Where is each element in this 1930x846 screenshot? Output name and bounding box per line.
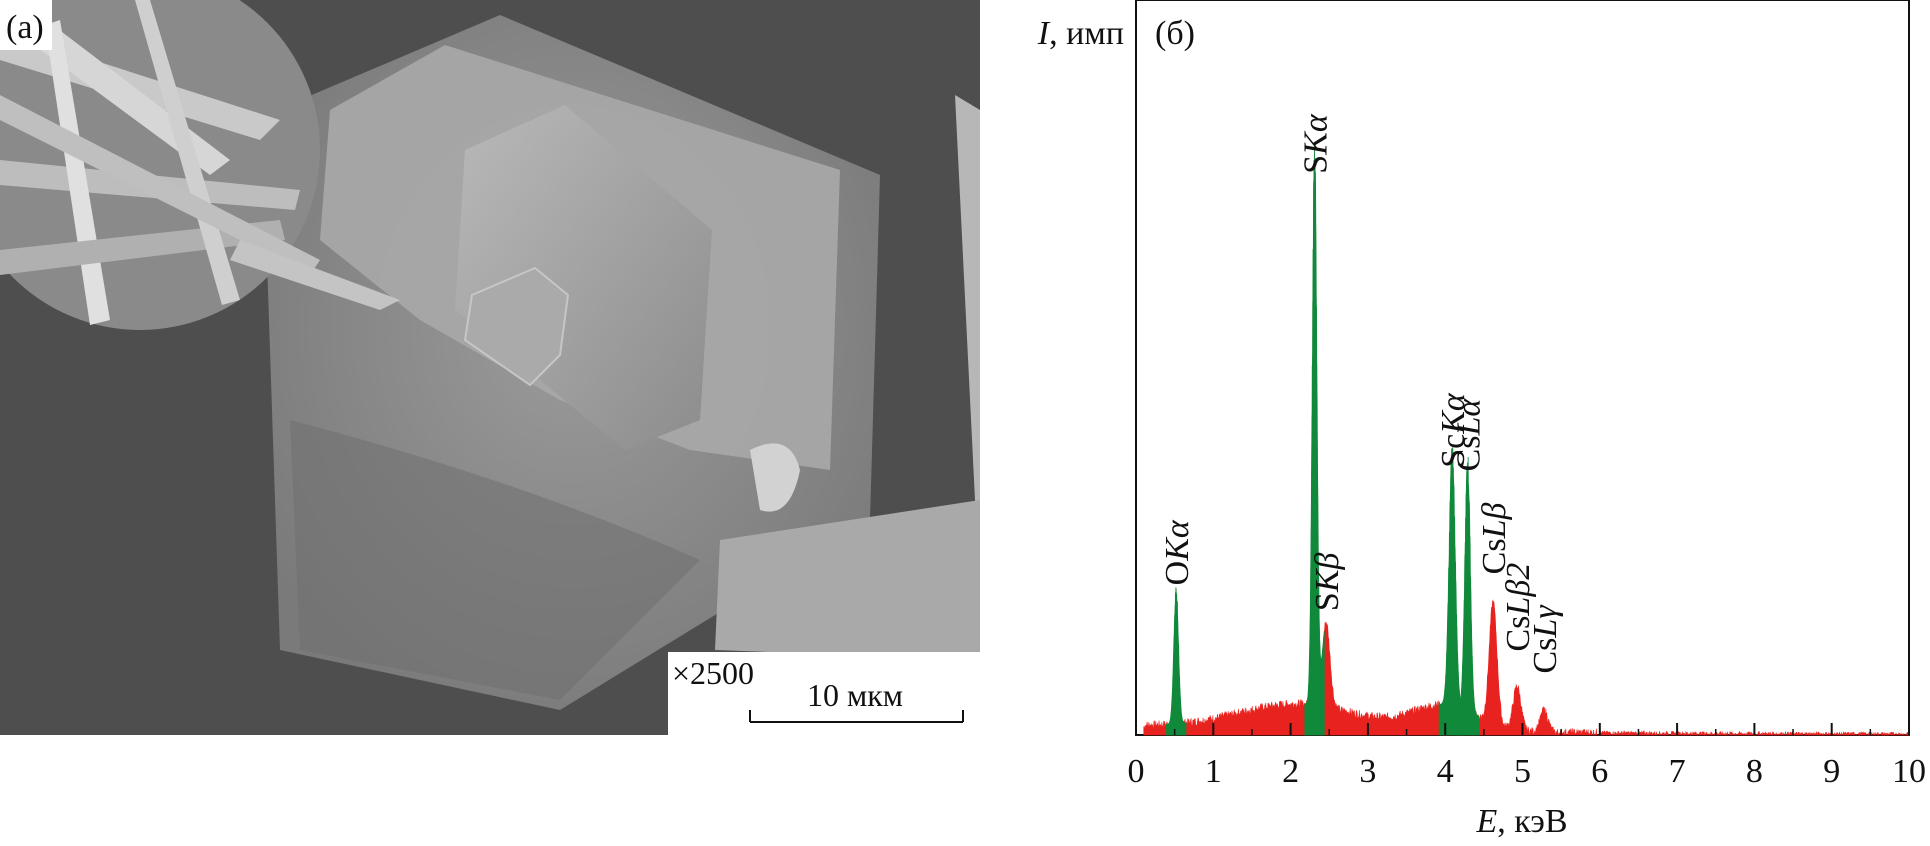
- chart-panel-label: (б): [1155, 15, 1195, 52]
- spectrum-background: [1143, 599, 1910, 737]
- peak-label-7: CsLγ: [1527, 604, 1564, 674]
- x-tick-label: 4: [1437, 753, 1454, 790]
- y-axis-unit: , имп: [1049, 15, 1124, 52]
- peak-sc-2: [1438, 447, 1466, 736]
- x-axis-label: E, кэВ: [1475, 803, 1567, 840]
- x-axis: 0 1 2 3 4 5 6 7 8 9 10: [1128, 723, 1926, 790]
- shard-right: [955, 95, 980, 520]
- scale-bar-label: 10 мкм: [807, 677, 903, 713]
- x-tick-label: 7: [1669, 753, 1686, 790]
- peak-o-0: [1166, 587, 1187, 736]
- shard-bottom-right: [715, 500, 980, 660]
- peak-label-6: CsLβ2: [1500, 563, 1537, 652]
- scale-bar: [749, 710, 964, 723]
- peak-cs-3: [1455, 456, 1480, 736]
- flake-cluster: [0, 0, 400, 330]
- peak-label-1: SKα: [1298, 113, 1335, 174]
- x-tick-label: 0: [1128, 753, 1145, 790]
- x-tick-label: 5: [1514, 753, 1531, 790]
- x-tick-label: 2: [1282, 753, 1299, 790]
- y-axis-label: I, имп: [1037, 15, 1124, 52]
- plot-frame: [1135, 0, 1910, 736]
- hexagonal-plate-inner: [455, 105, 712, 450]
- x-tick-label: 3: [1359, 753, 1376, 790]
- peak-label-2: ScKα: [1435, 392, 1472, 468]
- x-axis-unit: , кэВ: [1497, 803, 1567, 840]
- sem-micrograph: (а) ×2500 10 мкм: [0, 0, 980, 735]
- x-tick-label: 10: [1892, 753, 1926, 790]
- y-axis-symbol: I: [1037, 15, 1051, 52]
- spectrum-layer: [1143, 143, 1910, 737]
- sem-panel-label: (а): [6, 9, 44, 46]
- peak-label-5: CsLβ: [1476, 502, 1513, 574]
- magnification-label: ×2500: [672, 655, 754, 691]
- peak-label-4: SKβ: [1309, 552, 1346, 611]
- x-tick-label: 1: [1205, 753, 1222, 790]
- x-tick-label: 6: [1591, 753, 1608, 790]
- peak-label-3: CsLα: [1451, 398, 1488, 472]
- peak-label-0: OKα: [1159, 519, 1196, 585]
- x-tick-label: 8: [1746, 753, 1763, 790]
- peak-s-1: [1304, 143, 1325, 736]
- x-tick-label: 9: [1823, 753, 1840, 790]
- sem-image: (а) ×2500 10 мкм: [0, 0, 980, 735]
- hexagonal-plate-small: [463, 266, 570, 387]
- x-axis-symbol: E: [1475, 803, 1497, 840]
